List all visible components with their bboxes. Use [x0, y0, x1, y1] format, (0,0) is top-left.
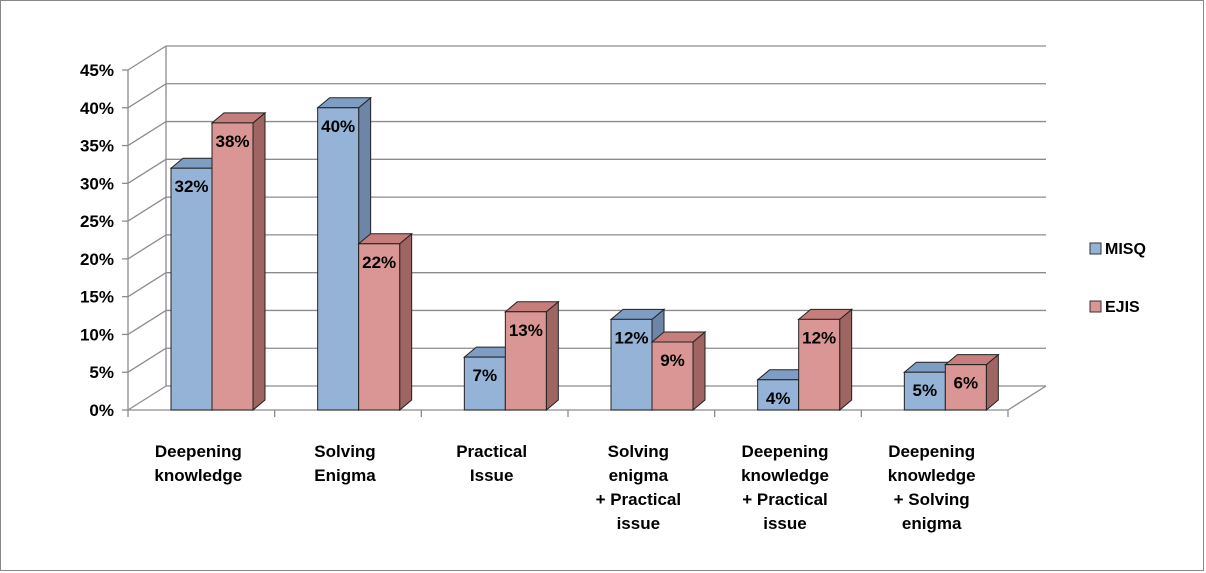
bar-side — [400, 234, 412, 410]
y-tick-label: 30% — [80, 174, 114, 193]
data-label-ejis: 9% — [660, 351, 685, 370]
data-label-ejis: 12% — [802, 328, 836, 347]
data-label-misq: 5% — [913, 381, 938, 400]
y-tick-label: 20% — [80, 250, 114, 269]
data-label-ejis: 13% — [509, 321, 543, 340]
data-label-ejis: 38% — [215, 132, 249, 151]
gridline-side — [128, 197, 166, 221]
x-tick-label: Solving — [608, 442, 669, 461]
gridline-side — [128, 235, 166, 259]
y-tick-label: 5% — [89, 363, 114, 382]
y-tick-label: 0% — [89, 401, 114, 420]
legend-label-ejis: EJIS — [1105, 299, 1140, 316]
bar-side — [840, 309, 852, 410]
legend-swatch-misq — [1090, 243, 1101, 254]
y-tick-label: 45% — [80, 61, 114, 80]
x-tick-label: Enigma — [314, 466, 376, 485]
data-label-misq: 4% — [766, 389, 791, 408]
gridline-side — [128, 159, 166, 183]
x-tick-label: Deepening — [888, 442, 975, 461]
data-label-ejis: 22% — [362, 253, 396, 272]
gridline-side — [128, 310, 166, 334]
bar-side — [693, 332, 705, 410]
x-tick-label: + Solving — [894, 490, 970, 509]
gridline-side — [128, 46, 166, 70]
x-tick-label: knowledge — [888, 466, 976, 485]
x-tick-label: Solving — [314, 442, 375, 461]
y-tick-label: 15% — [80, 288, 114, 307]
data-label-misq: 12% — [614, 328, 648, 347]
x-tick-label: knowledge — [154, 466, 242, 485]
gridline-side — [128, 348, 166, 372]
bar-misq-1 — [318, 108, 359, 410]
x-tick-label: issue — [763, 514, 806, 533]
legend-label-misq: MISQ — [1105, 241, 1146, 258]
y-tick-label: 25% — [80, 212, 114, 231]
data-label-misq: 7% — [473, 366, 498, 385]
x-tick-label: knowledge — [741, 466, 829, 485]
x-tick-label: Issue — [470, 466, 513, 485]
y-tick-label: 10% — [80, 325, 114, 344]
x-tick-label: Practical — [456, 442, 527, 461]
bar-side — [253, 113, 265, 410]
floor-right-edge — [1008, 386, 1046, 410]
x-tick-label: Deepening — [742, 442, 829, 461]
x-tick-label: + Practical — [596, 490, 682, 509]
data-label-misq: 32% — [174, 177, 208, 196]
x-tick-label: Deepening — [155, 442, 242, 461]
gridline-side — [128, 84, 166, 108]
gridline-side — [128, 273, 166, 297]
bar-ejis-0 — [212, 123, 253, 410]
gridline-side — [128, 386, 166, 410]
data-label-misq: 40% — [321, 117, 355, 136]
x-tick-label: enigma — [609, 466, 669, 485]
bar-misq-0 — [171, 168, 212, 410]
x-tick-label: issue — [617, 514, 660, 533]
gridline-side — [128, 122, 166, 146]
y-tick-label: 35% — [80, 137, 114, 156]
x-tick-label: + Practical — [742, 490, 828, 509]
y-tick-label: 40% — [80, 99, 114, 118]
x-tick-label: enigma — [902, 514, 962, 533]
bar-side — [546, 302, 558, 410]
legend-swatch-ejis — [1090, 301, 1101, 312]
data-label-ejis: 6% — [954, 374, 979, 393]
